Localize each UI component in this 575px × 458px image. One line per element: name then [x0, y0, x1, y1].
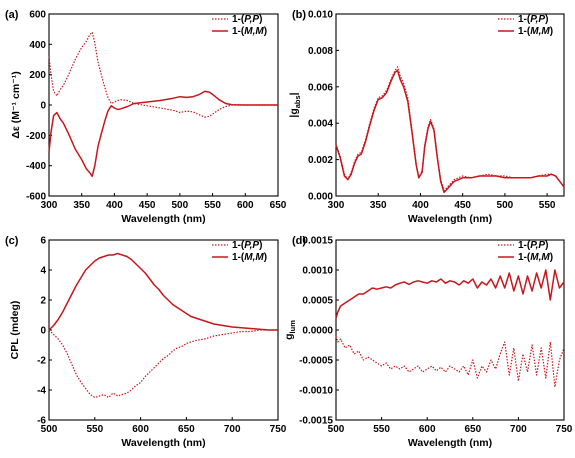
y-axis-title: CPL (mdeg): [9, 301, 21, 360]
legend-label: 1-(M,M): [232, 252, 267, 263]
y-tick-label: -200: [26, 131, 46, 142]
y-tick-label: 0.000: [308, 192, 333, 203]
y-tick-label: -0.0010: [299, 386, 333, 397]
panel-label: (d): [292, 235, 306, 247]
x-tick-label: 550: [539, 200, 556, 211]
panel-label: (b): [292, 9, 306, 21]
series-line-pp: [335, 335, 565, 388]
y-tick-label: 4: [40, 266, 46, 277]
y-tick-label: 200: [29, 70, 46, 81]
x-tick-label: 650: [464, 424, 481, 435]
plot-frame: [335, 13, 565, 197]
plot-frame: [335, 239, 565, 421]
x-tick-label: 450: [139, 200, 156, 211]
x-axis-title: Wavelength (nm): [408, 437, 492, 449]
x-axis-title: Wavelength (nm): [121, 213, 205, 225]
legend-label: 1-(P,P): [518, 14, 548, 25]
x-tick-label: 550: [373, 424, 390, 435]
y-tick-label: -400: [26, 161, 46, 172]
chart-panel-3: (d) 500 550 600 650 700 750 -0.0015 -0.0010 -0.00…: [283, 235, 573, 449]
x-tick-label: 300: [328, 200, 345, 211]
x-tick-label: 400: [412, 200, 429, 211]
x-tick-label: 700: [224, 424, 241, 435]
series-line-pp: [335, 66, 565, 192]
x-axis-title: Wavelength (nm): [408, 213, 492, 225]
series-line-mm: [48, 252, 278, 331]
plot-frame: [48, 239, 279, 421]
y-tick-label: 400: [29, 40, 46, 51]
x-tick-label: 500: [497, 200, 514, 211]
y-tick-label: 0.002: [308, 155, 333, 166]
chart-panel-0: (a) 300 350 400 450 500 550 600 650 -600 -400 -200 0…: [5, 9, 287, 225]
legend-label: 1-(M,M): [518, 26, 553, 37]
y-tick-label: -0.0005: [299, 356, 333, 367]
legend-label: 1-(P,P): [232, 14, 262, 25]
y-tick-label: 0.0000: [302, 326, 333, 337]
legend-label: 1-(P,P): [232, 240, 262, 251]
panel-label: (a): [5, 9, 19, 21]
y-tick-label: 0.0005: [302, 296, 333, 307]
y-tick-label: 0.0015: [302, 236, 333, 247]
x-tick-label: 650: [270, 200, 287, 211]
x-tick-label: 700: [510, 424, 527, 435]
y-axis-title: |gabs|: [288, 92, 302, 117]
panel-label: (c): [5, 235, 19, 247]
y-tick-label: -6: [37, 416, 46, 427]
y-tick-label: 0.008: [308, 46, 333, 57]
legend-label: 1-(M,M): [232, 26, 267, 37]
legend-label: 1-(M,M): [518, 252, 553, 263]
y-axis-title: Δε (M⁻¹ cm⁻¹): [10, 71, 22, 138]
y-tick-label: -2: [37, 356, 46, 367]
x-tick-label: 750: [270, 424, 287, 435]
series-line-mm: [48, 90, 278, 178]
x-tick-label: 600: [237, 200, 254, 211]
y-tick-label: 0.0010: [302, 266, 333, 277]
x-tick-label: 350: [370, 200, 387, 211]
x-tick-label: 600: [419, 424, 436, 435]
chart-panel-1: (b) 300 350 400 450 500 550 0.000 0.002 0.004 0.00…: [288, 9, 565, 225]
x-tick-label: 550: [86, 424, 103, 435]
y-tick-label: -600: [26, 192, 46, 203]
x-tick-label: 350: [73, 200, 90, 211]
x-tick-label: 600: [132, 424, 149, 435]
legend-label: 1-(P,P): [518, 240, 548, 251]
y-tick-label: 0: [40, 326, 46, 337]
y-tick-label: 0: [40, 101, 46, 112]
y-tick-label: 6: [40, 236, 46, 247]
series-line-mm: [335, 69, 565, 194]
y-tick-label: 0.010: [308, 10, 333, 21]
series-line-pp: [48, 329, 278, 399]
y-tick-label: -0.0015: [299, 416, 333, 427]
y-tick-label: 600: [29, 10, 46, 21]
chart-panel-2: (c) 500 550 600 650 700 750 -6 -4 -2 0 2 4 6 Wavelengt…: [5, 235, 287, 449]
x-tick-label: 400: [106, 200, 123, 211]
x-tick-label: 550: [204, 200, 221, 211]
x-tick-label: 500: [328, 424, 345, 435]
y-tick-label: -4: [37, 386, 46, 397]
series-line-pp: [48, 31, 278, 118]
y-tick-label: 0.004: [308, 119, 333, 130]
x-axis-title: Wavelength (nm): [121, 437, 205, 449]
x-tick-label: 300: [41, 200, 58, 211]
series-line-mm: [335, 269, 565, 319]
y-tick-label: 0.006: [308, 82, 333, 93]
x-tick-label: 500: [172, 200, 189, 211]
x-tick-label: 500: [41, 424, 58, 435]
y-axis-title: glum: [283, 320, 297, 340]
x-tick-label: 450: [454, 200, 471, 211]
x-tick-label: 650: [178, 424, 195, 435]
x-tick-label: 750: [556, 424, 573, 435]
y-tick-label: 2: [40, 296, 46, 307]
